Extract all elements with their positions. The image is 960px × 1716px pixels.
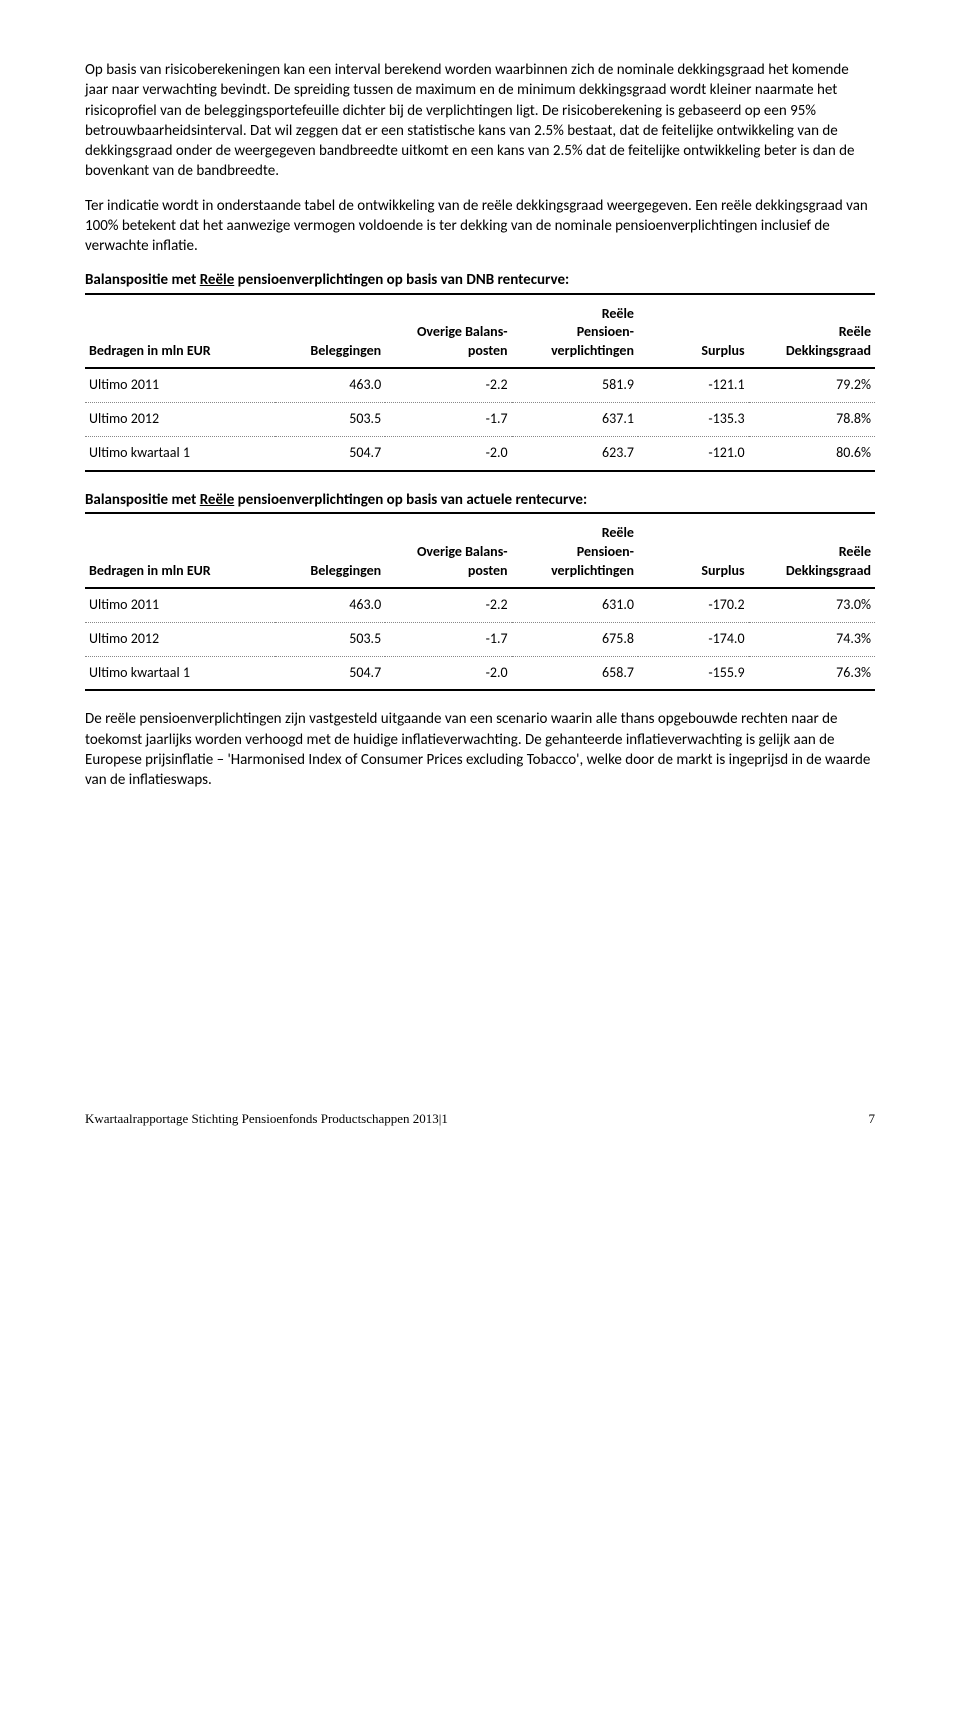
cell-dekkingsgraad: 80.6% <box>749 436 875 470</box>
col-dg-l1: Reële <box>839 543 871 560</box>
col-overige-l2: posten <box>468 342 508 359</box>
heading-pre: Balanspositie met <box>85 491 200 509</box>
cell-pensioen: 623.7 <box>512 436 638 470</box>
cell-label: Ultimo 2011 <box>85 368 275 402</box>
cell-label: Ultimo kwartaal 1 <box>85 436 275 470</box>
cell-surplus: -174.0 <box>638 622 749 656</box>
table-dnb: Bedragen in mln EUR Beleggingen Overige … <box>85 299 875 472</box>
cell-beleggingen: 504.7 <box>275 656 386 690</box>
col-pensioen-l3: verplichtingen <box>551 342 634 359</box>
paragraph-2: Ter indicatie wordt in onderstaande tabe… <box>85 196 875 257</box>
cell-label: Ultimo 2012 <box>85 403 275 437</box>
col-pensioen-l3: verplichtingen <box>551 562 634 579</box>
cell-surplus: -170.2 <box>638 588 749 622</box>
heading-underline: Reële <box>200 271 235 289</box>
cell-overige: -2.2 <box>385 588 511 622</box>
cell-dekkingsgraad: 74.3% <box>749 622 875 656</box>
col-overige: Overige Balans-posten <box>385 299 511 369</box>
cell-beleggingen: 503.5 <box>275 403 386 437</box>
col-pensioen-l1: Reële <box>602 524 634 541</box>
col-pensioen-l2: Pensioen- <box>577 543 634 560</box>
cell-pensioen: 631.0 <box>512 588 638 622</box>
table-actuele: Bedragen in mln EUR Beleggingen Overige … <box>85 518 875 691</box>
section-heading-dnb: Balanspositie met Reële pensioenverplich… <box>85 270 875 294</box>
cell-surplus: -155.9 <box>638 656 749 690</box>
paragraph-1: Op basis van risicoberekeningen kan een … <box>85 60 875 182</box>
cell-label: Ultimo kwartaal 1 <box>85 656 275 690</box>
page-footer: Kwartaalrapportage Stichting Pensioenfon… <box>85 1110 875 1128</box>
cell-overige: -2.0 <box>385 656 511 690</box>
cell-label: Ultimo 2011 <box>85 588 275 622</box>
col-dekkingsgraad: Reële Dekkingsgraad <box>749 299 875 369</box>
cell-pensioen: 637.1 <box>512 403 638 437</box>
col-bedragen: Bedragen in mln EUR <box>85 518 275 588</box>
heading-pre: Balanspositie met <box>85 271 200 289</box>
table-row: Ultimo 2012503.5-1.7637.1-135.378.8% <box>85 403 875 437</box>
table-row: Ultimo 2011463.0-2.2631.0-170.273.0% <box>85 588 875 622</box>
cell-dekkingsgraad: 73.0% <box>749 588 875 622</box>
heading-underline: Reële <box>200 491 235 509</box>
cell-beleggingen: 463.0 <box>275 368 386 402</box>
col-pensioen-l2: Pensioen- <box>577 323 634 340</box>
heading-post: pensioenverplichtingen op basis van actu… <box>234 491 587 509</box>
cell-dekkingsgraad: 76.3% <box>749 656 875 690</box>
cell-beleggingen: 503.5 <box>275 622 386 656</box>
cell-label: Ultimo 2012 <box>85 622 275 656</box>
cell-dekkingsgraad: 78.8% <box>749 403 875 437</box>
cell-overige: -1.7 <box>385 403 511 437</box>
col-surplus: Surplus <box>638 518 749 588</box>
cell-pensioen: 658.7 <box>512 656 638 690</box>
table-row: Ultimo 2011463.0-2.2581.9-121.179.2% <box>85 368 875 402</box>
cell-overige: -2.0 <box>385 436 511 470</box>
col-bedragen: Bedragen in mln EUR <box>85 299 275 369</box>
paragraph-3: De reële pensioenverplichtingen zijn vas… <box>85 709 875 790</box>
table-header-row: Bedragen in mln EUR Beleggingen Overige … <box>85 518 875 588</box>
col-dg-l2: Dekkingsgraad <box>786 342 871 359</box>
table-row: Ultimo kwartaal 1504.7-2.0623.7-121.080.… <box>85 436 875 470</box>
cell-beleggingen: 504.7 <box>275 436 386 470</box>
table-header-row: Bedragen in mln EUR Beleggingen Overige … <box>85 299 875 369</box>
col-surplus: Surplus <box>638 299 749 369</box>
col-dekkingsgraad: Reële Dekkingsgraad <box>749 518 875 588</box>
cell-pensioen: 581.9 <box>512 368 638 402</box>
cell-surplus: -121.1 <box>638 368 749 402</box>
cell-overige: -1.7 <box>385 622 511 656</box>
col-overige: Overige Balans-posten <box>385 518 511 588</box>
section-heading-actuele: Balanspositie met Reële pensioenverplich… <box>85 490 875 514</box>
cell-pensioen: 675.8 <box>512 622 638 656</box>
col-beleggingen: Beleggingen <box>275 518 386 588</box>
col-overige-l1: Overige Balans- <box>417 323 508 340</box>
cell-overige: -2.2 <box>385 368 511 402</box>
table-row: Ultimo 2012503.5-1.7675.8-174.074.3% <box>85 622 875 656</box>
col-dg-l2: Dekkingsgraad <box>786 562 871 579</box>
col-beleggingen: Beleggingen <box>275 299 386 369</box>
cell-surplus: -135.3 <box>638 403 749 437</box>
col-overige-l1: Overige Balans- <box>417 543 508 560</box>
heading-post: pensioenverplichtingen op basis van DNB … <box>234 271 569 289</box>
col-pensioen-l1: Reële <box>602 305 634 322</box>
footer-title: Kwartaalrapportage Stichting Pensioenfon… <box>85 1110 448 1128</box>
cell-surplus: -121.0 <box>638 436 749 470</box>
col-overige-l2: posten <box>468 562 508 579</box>
cell-dekkingsgraad: 79.2% <box>749 368 875 402</box>
table-row: Ultimo kwartaal 1504.7-2.0658.7-155.976.… <box>85 656 875 690</box>
footer-page-number: 7 <box>869 1110 876 1128</box>
cell-beleggingen: 463.0 <box>275 588 386 622</box>
col-pensioen: ReëlePensioen-verplichtingen <box>512 299 638 369</box>
col-pensioen: Reële Pensioen-verplichtingen <box>512 518 638 588</box>
col-dg-l1: Reële <box>839 323 871 340</box>
